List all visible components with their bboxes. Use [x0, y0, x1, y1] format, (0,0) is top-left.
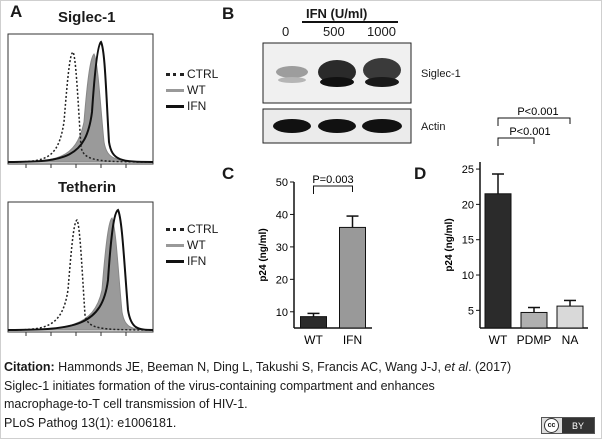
panel-c-letter: C	[222, 164, 235, 183]
panel-b-letter: B	[222, 4, 235, 23]
legend-siglec1: CTRL WT IFN	[166, 66, 218, 114]
significance-bracket	[313, 185, 353, 194]
x-tick-label: WT	[489, 333, 508, 347]
band-actin-lane0	[273, 119, 311, 133]
y-axis-label: p24 (ng/ml)	[258, 228, 269, 281]
y-tick-label: 10	[276, 307, 288, 319]
y-tick-label: 50	[276, 177, 288, 189]
panel-a-letter: A	[10, 2, 23, 21]
caption-etal: et al	[444, 360, 469, 374]
legend-wt-label: WT	[187, 238, 206, 252]
y-tick-label: 25	[462, 164, 474, 176]
y-tick-label: 40	[276, 209, 288, 221]
x-tick-label: NA	[562, 333, 579, 347]
bar-chart-d: 5 10 15 20 25 p24 (ng/ml) WT PDMP NA P<0.001 P<0.0…	[444, 106, 588, 347]
legend-wt-swatch	[166, 88, 184, 92]
legend-ifn-swatch	[166, 104, 184, 108]
significance-bracket-pdmp	[497, 137, 535, 146]
bar-pdmp	[520, 311, 548, 329]
panel-a-top-title: Siglec-1	[58, 9, 116, 26]
western-header: IFN (U/ml)	[306, 6, 368, 21]
band-siglec1-lane0b	[278, 77, 306, 83]
y-tick-label: 10	[462, 270, 474, 282]
band-label-actin: Actin	[421, 121, 446, 133]
x-tick-label: IFN	[343, 333, 362, 347]
p-value-label: P<0.001	[517, 106, 558, 118]
significance-bracket-na	[497, 117, 571, 126]
bar-wt	[300, 316, 327, 329]
y-tick-label: 20	[462, 199, 474, 211]
lane-label-0: 0	[282, 24, 290, 39]
y-tick-label: 20	[276, 274, 288, 286]
histogram-tetherin	[7, 201, 154, 336]
caption-label: Citation:	[4, 360, 55, 374]
panel-d-letter: D	[414, 164, 427, 183]
cc-by-icon: BY	[562, 418, 594, 433]
caption-title-1: Siglec-1 initiates formation of the viru…	[4, 378, 435, 393]
legend-ctrl-label: CTRL	[187, 222, 219, 236]
band-siglec1-lane0	[276, 66, 308, 78]
western-blot-siglec1	[262, 42, 412, 104]
caption-authors: Hammonds JE, Beeman N, Ding L, Takushi S…	[54, 360, 445, 374]
band-siglec1-lane500b	[320, 77, 354, 87]
cc-icon: cc	[544, 418, 559, 433]
y-axis-label: p24 (ng/ml)	[444, 218, 455, 271]
x-tick-label: WT	[304, 333, 323, 347]
band-siglec1-lane1000b	[365, 77, 399, 87]
lane-label-1000: 1000	[367, 24, 396, 39]
histogram-ifn-curve	[7, 208, 154, 331]
legend-ctrl-swatch	[166, 72, 184, 76]
citation-caption: Citation: Hammonds JE, Beeman N, Ding L,…	[4, 358, 600, 432]
caption-year: . (2017)	[468, 360, 512, 374]
caption-line-1: Citation: Hammonds JE, Beeman N, Ding L,…	[4, 358, 600, 377]
caption-title-2: macrophage-to-T cell transmission of HIV…	[4, 397, 248, 411]
histogram-ctrl-curve	[7, 218, 154, 331]
western-blot-actin	[262, 108, 412, 144]
legend-wt-swatch	[166, 243, 184, 247]
legend-ifn-label: IFN	[187, 99, 207, 113]
histogram-wt-curve	[7, 53, 154, 163]
p-value-label: P<0.001	[509, 126, 550, 138]
cc-license-badge[interactable]: cc BY	[541, 417, 595, 434]
band-actin-lane1000	[362, 119, 402, 133]
band-siglec1-lane1000	[363, 58, 401, 82]
legend-wt-label: WT	[187, 83, 206, 97]
band-actin-lane500	[318, 119, 356, 133]
panel-a-bottom-title: Tetherin	[58, 179, 117, 196]
bar-wt	[484, 193, 512, 329]
bar-chart-c: 10 20 30 40 50 p24 (ng/ml) WT IFN P=0.003	[258, 174, 372, 347]
western-header-rule	[302, 21, 398, 23]
histogram-ifn-curve	[7, 40, 154, 163]
x-tick-label: PDMP	[517, 333, 552, 347]
y-tick-label: 5	[468, 305, 474, 317]
y-tick-label: 15	[462, 235, 474, 247]
y-tick-label: 30	[276, 242, 288, 254]
caption-journal: PLoS Pathog 13(1): e1006181.	[4, 415, 177, 430]
legend-tetherin: CTRL WT IFN	[166, 221, 218, 269]
legend-ctrl-label: CTRL	[187, 67, 219, 81]
legend-ifn-swatch	[166, 259, 184, 263]
p-value-label: P=0.003	[312, 174, 353, 186]
lane-label-500: 500	[323, 24, 345, 39]
bar-na	[556, 305, 584, 329]
histogram-ctrl-curve	[7, 50, 154, 163]
bar-ifn	[339, 226, 366, 329]
legend-ifn-label: IFN	[187, 254, 207, 268]
histogram-siglec1	[7, 33, 154, 168]
legend-ctrl-swatch	[166, 227, 184, 231]
band-label-siglec1: Siglec-1	[421, 68, 461, 80]
histogram-wt-curve	[7, 217, 154, 331]
